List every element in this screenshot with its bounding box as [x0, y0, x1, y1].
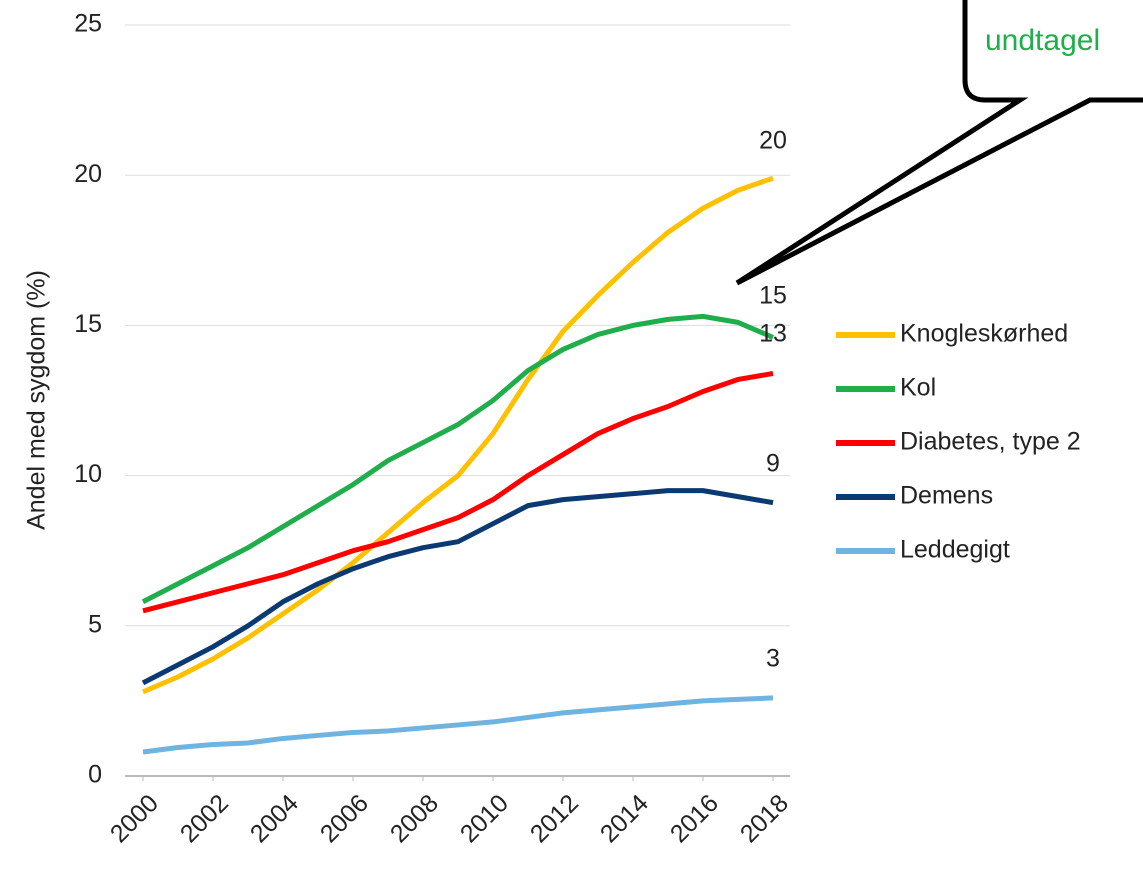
x-tick-label: 2000: [105, 789, 164, 848]
y-axis-label: Andel med sygdom (%): [23, 270, 51, 530]
y-tick-label: 20: [74, 160, 102, 188]
y-tick-label: 10: [74, 460, 102, 488]
legend-label: Demens: [900, 482, 993, 510]
end-label: 3: [766, 645, 780, 673]
x-tick-label: 2010: [455, 789, 514, 848]
series-line: [141, 313, 774, 604]
y-tick-label: 5: [88, 610, 102, 638]
x-tick-label: 2016: [665, 789, 724, 848]
end-label: 9: [766, 450, 780, 478]
y-tick-label: 0: [88, 761, 102, 789]
x-tick-label: 2004: [245, 789, 304, 848]
series-line: [141, 488, 774, 686]
series-line: [142, 371, 774, 614]
end-label: 15: [759, 282, 787, 310]
x-tick-label: 2014: [595, 789, 654, 848]
legend-label: Kol: [900, 374, 936, 402]
legend-label: Knogleskørhed: [900, 320, 1068, 348]
x-tick-label: 2012: [525, 789, 584, 848]
end-label: 20: [759, 127, 787, 155]
series-line: [142, 695, 774, 755]
y-tick-label: 15: [74, 310, 102, 338]
y-tick-label: 25: [74, 10, 102, 38]
legend-label: Diabetes, type 2: [900, 428, 1081, 456]
callout-bubble: [735, 0, 1143, 286]
legend-label: Leddegigt: [900, 536, 1010, 564]
x-tick-label: 2002: [175, 789, 234, 848]
end-label: 13: [759, 320, 787, 348]
series-line: [142, 175, 774, 695]
x-tick-label: 2008: [385, 789, 444, 848]
x-tick-label: 2006: [315, 789, 374, 848]
x-tick-label: 2018: [735, 789, 794, 848]
annotation: undtagel: [985, 24, 1100, 57]
